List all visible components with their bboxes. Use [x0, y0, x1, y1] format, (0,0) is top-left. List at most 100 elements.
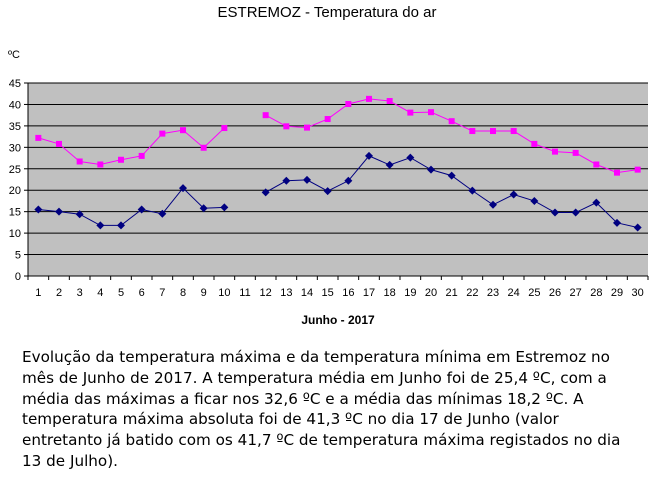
series-layer [34, 95, 642, 232]
x-tick-label: 5 [118, 287, 124, 299]
data-point [220, 203, 229, 212]
series-line [38, 127, 225, 165]
data-point [159, 130, 166, 137]
data-point [221, 125, 228, 132]
x-tick-label: 16 [342, 287, 354, 299]
data-point [613, 218, 621, 227]
data-point [34, 205, 43, 214]
data-point [97, 161, 104, 168]
data-point [571, 208, 580, 217]
data-point [510, 128, 517, 135]
data-point [117, 221, 125, 230]
x-axis-label: Junho - 2017 [301, 313, 375, 327]
series-maxima [35, 95, 641, 176]
data-point [75, 210, 84, 219]
data-point [366, 95, 372, 102]
data-point [427, 165, 435, 174]
data-point [469, 128, 476, 135]
x-tick-label: 20 [425, 287, 437, 299]
data-point [158, 209, 167, 218]
data-point [344, 176, 353, 185]
data-point [468, 186, 477, 195]
data-point [406, 153, 415, 162]
y-axis-ticks: 0 5 10 15 20 25 30 35 40 45 [9, 78, 28, 283]
data-point [365, 151, 373, 160]
y-tick-label: 5 [15, 250, 21, 262]
data-point [448, 118, 455, 125]
data-point [179, 184, 187, 193]
data-point [633, 223, 642, 232]
data-point [282, 176, 291, 185]
data-point [261, 188, 270, 197]
x-tick-label: 3 [77, 287, 83, 299]
data-point [530, 196, 539, 205]
x-tick-label: 11 [239, 287, 250, 299]
x-tick-label: 25 [528, 287, 540, 299]
data-point [138, 152, 145, 159]
y-tick-label: 25 [9, 164, 21, 176]
data-point [386, 98, 393, 105]
data-point [531, 140, 538, 147]
chart-title: ESTREMOZ - Temperatura do ar [217, 4, 437, 21]
data-point [572, 149, 579, 156]
y-tick-label: 0 [15, 271, 21, 283]
data-point [55, 207, 63, 216]
data-point [324, 116, 331, 123]
x-tick-label: 24 [508, 287, 520, 299]
y-tick-label: 30 [9, 142, 21, 154]
x-tick-label: 2 [56, 287, 62, 299]
y-tick-label: 35 [9, 121, 21, 133]
x-tick-label: 27 [570, 287, 582, 299]
y-tick-label: 10 [9, 228, 21, 240]
x-tick-label: 15 [322, 287, 334, 299]
data-point [614, 169, 620, 176]
data-point [304, 124, 310, 131]
x-tick-label: 10 [218, 287, 230, 299]
data-point [489, 200, 497, 209]
data-point [428, 109, 434, 116]
series-minima [34, 151, 642, 232]
y-tick-label: 20 [9, 185, 21, 197]
data-point [407, 109, 414, 116]
data-point [35, 134, 42, 141]
x-tick-label: 12 [260, 287, 272, 299]
x-tick-label: 23 [487, 287, 499, 299]
x-tick-label: 13 [280, 287, 292, 299]
data-point [385, 160, 394, 169]
data-point [592, 198, 601, 207]
data-point [199, 204, 208, 213]
x-tick-label: 17 [363, 287, 375, 299]
data-point [262, 112, 269, 119]
data-point [180, 127, 186, 134]
y-tick-label: 45 [9, 78, 21, 90]
data-point [137, 205, 146, 214]
data-point [634, 166, 641, 173]
data-point [303, 175, 311, 184]
x-tick-label: 8 [180, 287, 186, 299]
data-point [345, 101, 352, 108]
x-tick-label: 7 [159, 287, 165, 299]
x-tick-label: 30 [632, 287, 644, 299]
y-tick-label: 15 [9, 207, 21, 219]
x-tick-label: 9 [201, 287, 207, 299]
data-point [96, 221, 105, 230]
x-tick-label: 29 [611, 287, 623, 299]
x-tick-label: 1 [35, 287, 41, 299]
plot-area [28, 83, 648, 276]
data-point [490, 128, 496, 135]
data-point [323, 187, 332, 196]
y-tick-label: 40 [9, 99, 21, 111]
data-point [200, 144, 207, 151]
gridlines [28, 82, 648, 256]
data-point [56, 140, 62, 147]
x-axis-ticks: 1 2 3 4 5 6 7 8 9 10 11 12 13 14 15 16 17 18 19 20 21 22 23 24 2… [27, 276, 649, 299]
x-tick-label: 22 [466, 287, 478, 299]
data-point [76, 158, 83, 165]
data-point [552, 148, 558, 155]
data-point [593, 161, 600, 168]
data-point [118, 156, 124, 163]
x-tick-label: 6 [139, 287, 145, 299]
data-point [283, 123, 290, 130]
series-line [38, 187, 225, 226]
